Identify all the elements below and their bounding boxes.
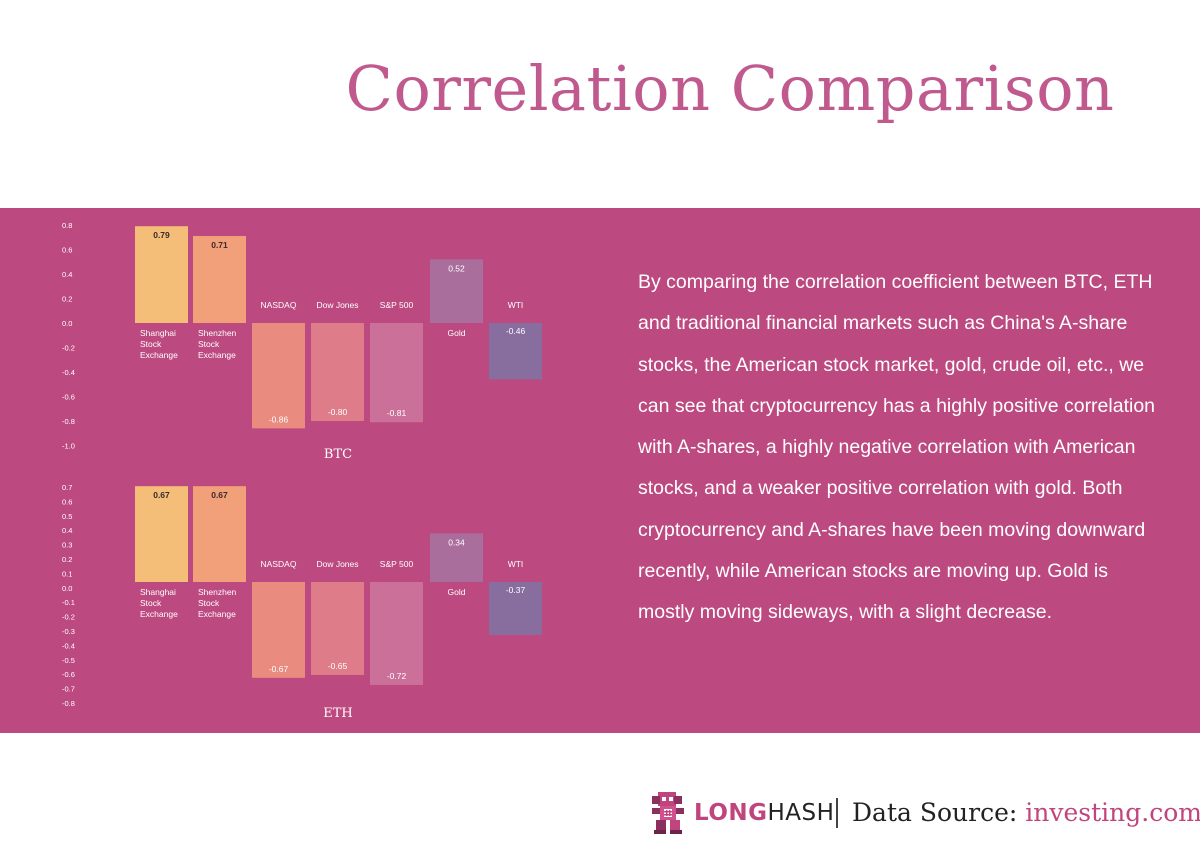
data-source: Data Source: investing.com — [852, 798, 1200, 827]
footer: LONGHASH Data Source: investing.com — [640, 790, 1200, 840]
btc-bar — [370, 323, 423, 423]
btc-category-label: Exchange — [198, 350, 236, 360]
source-site: investing.com — [1025, 798, 1200, 827]
eth-category-label: WTI — [508, 559, 524, 569]
btc-ytick-label: 0.6 — [62, 246, 72, 255]
eth-bar — [252, 582, 305, 678]
eth-category-label: S&P 500 — [380, 559, 414, 569]
eth-value-label: 0.67 — [211, 490, 228, 500]
btc-bar — [252, 323, 305, 429]
eth-ytick-label: 0.1 — [62, 569, 72, 578]
btc-category-label: Shenzhen — [198, 328, 237, 338]
btc-value-label: 0.79 — [153, 230, 170, 240]
eth-category-label: Stock — [140, 598, 162, 608]
btc-ytick-label: 0.8 — [62, 221, 72, 230]
brand-wordmark: LONGHASH — [694, 800, 834, 826]
eth-category-label: Exchange — [140, 609, 178, 619]
eth-bar — [311, 582, 364, 675]
eth-value-label: -0.72 — [387, 671, 407, 681]
btc-category-label: Stock — [198, 339, 220, 349]
eth-value-label: -0.65 — [328, 661, 348, 671]
eth-ytick-label: 0.3 — [62, 541, 72, 550]
eth-bar — [370, 582, 423, 685]
source-label: Data Source: — [852, 798, 1018, 827]
btc-ytick-label: -0.8 — [62, 417, 75, 426]
eth-ytick-label: 0.7 — [62, 483, 72, 492]
eth-bar — [430, 533, 483, 582]
eth-bar — [135, 486, 188, 582]
eth-value-label: -0.37 — [506, 585, 526, 595]
eth-ytick-label: -0.1 — [62, 598, 75, 607]
btc-bar — [193, 236, 246, 323]
btc-ytick-label: -0.6 — [62, 393, 75, 402]
eth-category-label: Dow Jones — [316, 559, 358, 569]
eth-chart-title: ETH — [323, 706, 353, 721]
eth-ytick-label: -0.3 — [62, 627, 75, 636]
eth-category-label: Exchange — [198, 609, 236, 619]
btc-ytick-label: -1.0 — [62, 442, 75, 451]
btc-category-label: Gold — [448, 328, 466, 338]
eth-ytick-label: 0.0 — [62, 584, 72, 593]
eth-ytick-label: -0.7 — [62, 685, 75, 694]
btc-value-label: -0.46 — [506, 326, 526, 336]
pixel-monkey-logo-icon — [652, 792, 684, 834]
btc-bar — [489, 323, 542, 380]
page-title: Correlation Comparison — [345, 52, 1115, 125]
btc-category-label: NASDAQ — [261, 300, 297, 310]
btc-value-label: -0.80 — [328, 407, 348, 417]
btc-category-label: WTI — [508, 300, 524, 310]
btc-category-label: Exchange — [140, 350, 178, 360]
brand-hash: HASH — [767, 800, 835, 826]
btc-category-label: Shanghai — [140, 328, 176, 338]
eth-value-label: 0.67 — [153, 490, 170, 500]
eth-ytick-label: -0.5 — [62, 656, 75, 665]
btc-bar — [135, 226, 188, 323]
correlation-charts: 0.8 0.6 0.4 0.2 0.0 -0.2 -0.4 -0.6 -0.8 -1.0 0.79 S… — [62, 221, 542, 721]
eth-value-label: -0.67 — [269, 664, 289, 674]
eth-value-label: 0.34 — [448, 537, 465, 547]
eth-category-label: Shanghai — [140, 587, 176, 597]
eth-category-label: Shenzhen — [198, 587, 237, 597]
btc-ytick-label: 0.2 — [62, 295, 72, 304]
eth-ytick-label: -0.6 — [62, 670, 75, 679]
eth-ytick-label: -0.2 — [62, 613, 75, 622]
eth-ytick-label: 0.2 — [62, 555, 72, 564]
content-panel: 0.8 0.6 0.4 0.2 0.0 -0.2 -0.4 -0.6 -0.8 -1.0 0.79 S… — [0, 208, 1200, 733]
btc-value-label: -0.81 — [387, 408, 407, 418]
btc-category-label: Stock — [140, 339, 162, 349]
btc-bar — [311, 323, 364, 421]
btc-value-label: -0.86 — [269, 414, 289, 424]
btc-value-label: 0.52 — [448, 263, 465, 273]
btc-ytick-label: -0.2 — [62, 344, 75, 353]
eth-ytick-label: -0.8 — [62, 699, 75, 708]
btc-bar — [430, 259, 483, 323]
eth-ytick-label: 0.4 — [62, 526, 72, 535]
eth-category-label: NASDAQ — [261, 559, 297, 569]
eth-category-label: Gold — [448, 587, 466, 597]
eth-ytick-label: -0.4 — [62, 641, 75, 650]
eth-bar — [193, 486, 246, 582]
btc-category-label: S&P 500 — [380, 300, 414, 310]
eth-ytick-label: 0.6 — [62, 497, 72, 506]
description-text: By comparing the correlation coefficient… — [638, 271, 1156, 624]
brand-long: LONG — [694, 800, 768, 826]
btc-ytick-label: -0.4 — [62, 368, 75, 377]
eth-ytick-label: 0.5 — [62, 512, 72, 521]
btc-ytick-label: 0.4 — [62, 270, 72, 279]
eth-category-label: Stock — [198, 598, 220, 608]
eth-bar — [489, 582, 542, 635]
btc-ytick-label: 0.0 — [62, 319, 72, 328]
btc-value-label: 0.71 — [211, 240, 228, 250]
btc-chart-title: BTC — [324, 447, 352, 462]
footer-separator — [836, 798, 838, 828]
btc-category-label: Dow Jones — [316, 300, 358, 310]
